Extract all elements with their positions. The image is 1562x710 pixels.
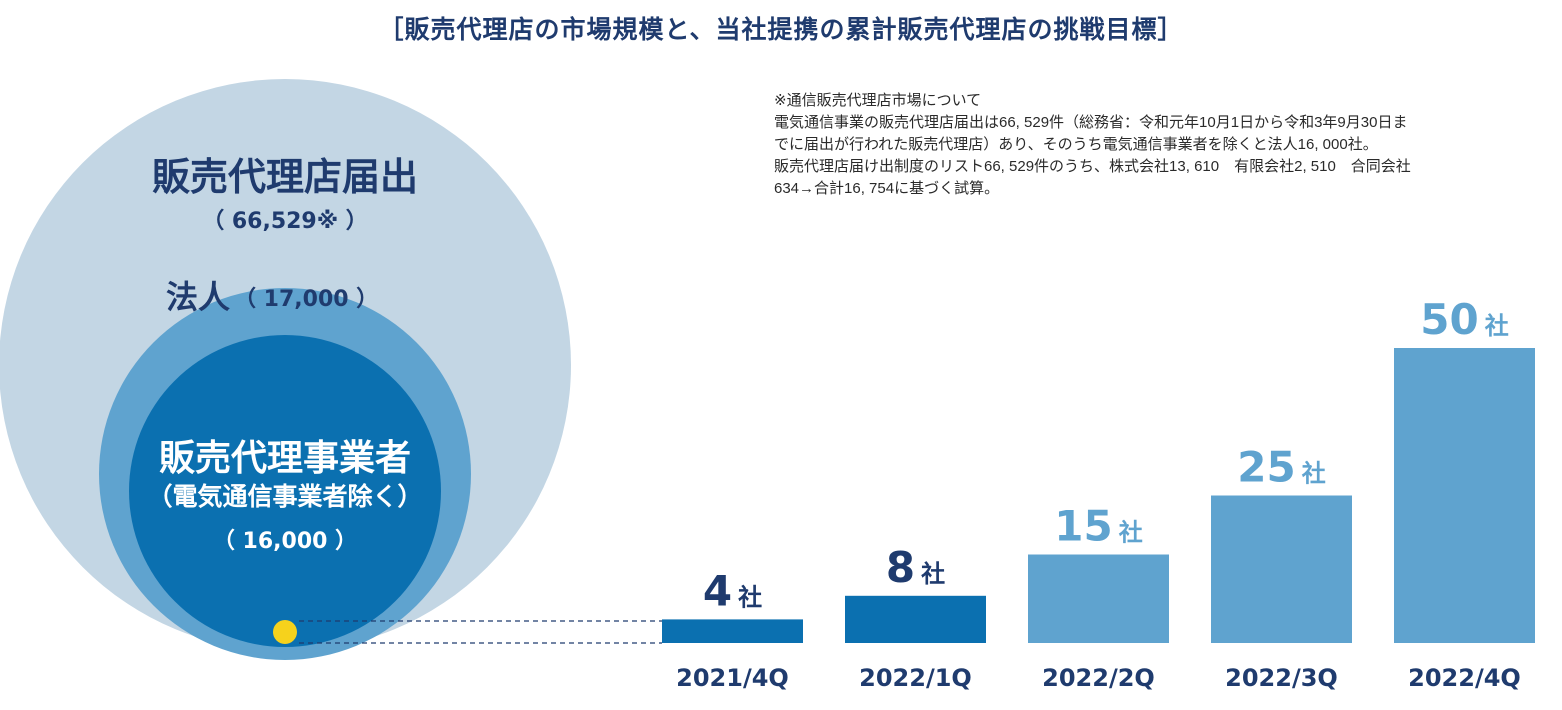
- bar-value-label: 50 社: [1420, 295, 1508, 344]
- outer-circle-label: 販売代理店届出: [152, 155, 418, 199]
- bar-2021/4Q: [662, 619, 803, 643]
- current-position-dot: [273, 620, 297, 644]
- bar-value-unit: 社: [738, 583, 762, 611]
- category-label: 2022/2Q: [1042, 664, 1155, 692]
- category-label: 2021/4Q: [676, 664, 789, 692]
- bar-value-label: 25 社: [1237, 443, 1325, 492]
- bar-value-number: 50: [1420, 295, 1478, 344]
- note-line: でに届出が行われた販売代理店）あり、そのうち電気通信事業者を除くと法人16, 0…: [774, 136, 1378, 153]
- inner-circle-value: （ 16,000 ）: [213, 529, 357, 554]
- bar-value-number: 25: [1237, 443, 1295, 492]
- bar-value-unit: 社: [1119, 519, 1143, 547]
- page-title: ［販売代理店の市場規模と、当社提携の累計販売代理店の挑戦目標］: [378, 15, 1184, 44]
- middle-circle-value: （ 17,000 ）: [234, 287, 378, 312]
- note-line: 電気通信事業の販売代理店届出は66, 529件（総務省：令和元年10月1日から令…: [774, 114, 1408, 131]
- bar-value-label: 15 社: [1054, 502, 1142, 551]
- bar-value-number: 4: [703, 566, 732, 615]
- outer-circle-value: （ 66,529※ ）: [202, 209, 368, 234]
- note-line: 634→合計16, 754に基づく試算。: [774, 180, 1000, 197]
- bar-2022/2Q: [1028, 554, 1169, 643]
- market-note: ※通信販売代理店市場について 電気通信事業の販売代理店届出は66, 529件（総…: [774, 90, 1556, 200]
- bar-value-unit: 社: [1302, 460, 1326, 488]
- bar-value-number: 8: [886, 543, 915, 592]
- bar-2022/1Q: [845, 595, 986, 643]
- inner-circle-label: 販売代理事業者: [159, 438, 411, 479]
- inner-circle: [129, 335, 441, 647]
- inner-circle-sublabel: （電気通信事業者除く）: [147, 482, 422, 511]
- category-label: 2022/3Q: [1225, 664, 1338, 692]
- bar-2022/4Q: [1394, 348, 1535, 643]
- note-line: ※通信販売代理店市場について: [774, 92, 982, 109]
- middle-circle-label: 法人: [166, 278, 230, 316]
- category-label: 2022/1Q: [859, 664, 972, 692]
- bar-2022/3Q: [1211, 495, 1352, 643]
- note-line: 販売代理店届け出制度のリスト66, 529件のうち、株式会社13, 610 有限…: [774, 158, 1411, 175]
- bar-value-number: 15: [1054, 502, 1112, 551]
- category-label: 2022/4Q: [1408, 664, 1521, 692]
- bar-value-unit: 社: [1485, 312, 1509, 340]
- bar-value-unit: 社: [921, 560, 945, 588]
